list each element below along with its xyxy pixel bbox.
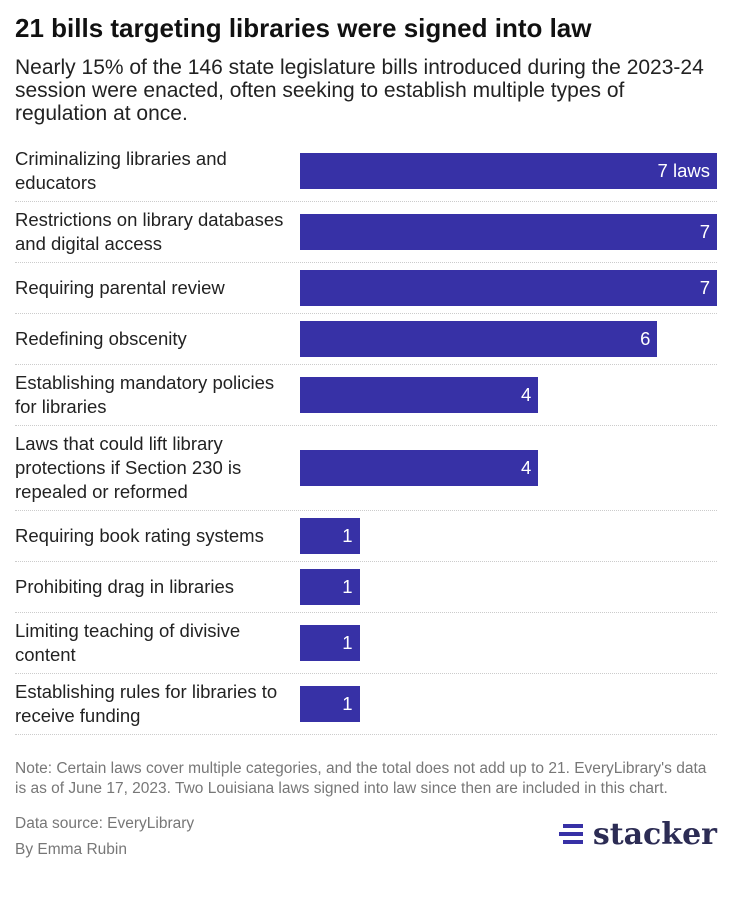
chart-subtitle: Nearly 15% of the 146 state legislature …	[15, 56, 704, 125]
value-label: 7	[699, 277, 710, 298]
value-label: 1	[342, 632, 353, 653]
bar-row: Redefining obscenity 6	[15, 314, 717, 365]
byline: By Emma Rubin	[15, 841, 127, 858]
category-label: Laws that could lift library protections…	[15, 433, 242, 502]
bar: 7 laws	[300, 153, 717, 189]
value-label: 6	[640, 328, 651, 349]
value-label: 1	[342, 576, 353, 597]
value-label: 4	[520, 457, 532, 478]
category-label: Establishing mandatory policies for libr…	[15, 372, 275, 417]
value-label: 1	[342, 525, 353, 546]
bar: 1	[300, 569, 360, 605]
logo-icon	[558, 824, 583, 844]
bar-chart: Criminalizing libraries and educators 7 l…	[15, 141, 717, 735]
bar: 1	[300, 625, 360, 661]
bar-row: Requiring parental review 7	[15, 263, 717, 314]
bar: 4	[300, 450, 539, 486]
bar: 6	[300, 321, 658, 357]
category-label: Limiting teaching of divisive content	[15, 620, 241, 665]
bar-track: 7 laws	[300, 153, 717, 189]
category-label: Establishing rules for libraries to rece…	[15, 681, 278, 726]
value-label: 1	[342, 693, 353, 714]
bar-track: 4	[300, 377, 717, 413]
page: 21 bills targeting libraries were signed…	[15, 13, 717, 863]
bar: 7	[300, 270, 717, 306]
bar-row: Prohibiting drag in libraries 1	[15, 562, 717, 613]
bar-track: 6	[300, 321, 717, 357]
footer: Data source: EveryLibrary By Emma Rubin …	[15, 811, 717, 863]
bar-row: Establishing mandatory policies for libr…	[15, 365, 717, 426]
category-label: Restrictions on library databases and di…	[15, 209, 284, 254]
bar-track: 7	[300, 270, 717, 306]
category-label: Requiring parental review	[15, 277, 225, 298]
bar-row: Laws that could lift library protections…	[15, 426, 717, 511]
bar-row: Limiting teaching of divisive content 1	[15, 613, 717, 674]
bar: 4	[300, 377, 539, 413]
source: Data source: EveryLibrary	[15, 815, 195, 832]
value-label: 7	[699, 221, 710, 242]
bar-track: 1	[300, 569, 717, 605]
value-label: 7 laws	[657, 160, 710, 181]
chart-title: 21 bills targeting libraries were signed…	[15, 13, 592, 43]
bar-track: 1	[300, 518, 717, 554]
bar-track: 7	[300, 214, 717, 250]
bar-row: Criminalizing libraries and educators 7 l…	[15, 141, 717, 202]
logo: stacker	[558, 805, 717, 863]
bar: 1	[300, 686, 360, 722]
category-label: Requiring book rating systems	[15, 525, 264, 546]
bar: 1	[300, 518, 360, 554]
value-label: 4	[520, 384, 532, 405]
note: Note: Certain laws cover multiple catego…	[15, 760, 707, 797]
bar-row: Establishing rules for libraries to rece…	[15, 674, 717, 735]
bar-track: 4	[300, 450, 717, 486]
bar-track: 1	[300, 625, 717, 661]
category-label: Redefining obscenity	[15, 328, 187, 349]
bar-row: Restrictions on library databases and di…	[15, 202, 717, 263]
category-label: Prohibiting drag in libraries	[15, 576, 235, 597]
bar-row: Requiring book rating systems 1	[15, 511, 717, 562]
category-label: Criminalizing libraries and educators	[15, 148, 227, 193]
bar: 7	[300, 214, 717, 250]
logo-text: stacker	[592, 816, 717, 852]
bar-track: 1	[300, 686, 717, 722]
